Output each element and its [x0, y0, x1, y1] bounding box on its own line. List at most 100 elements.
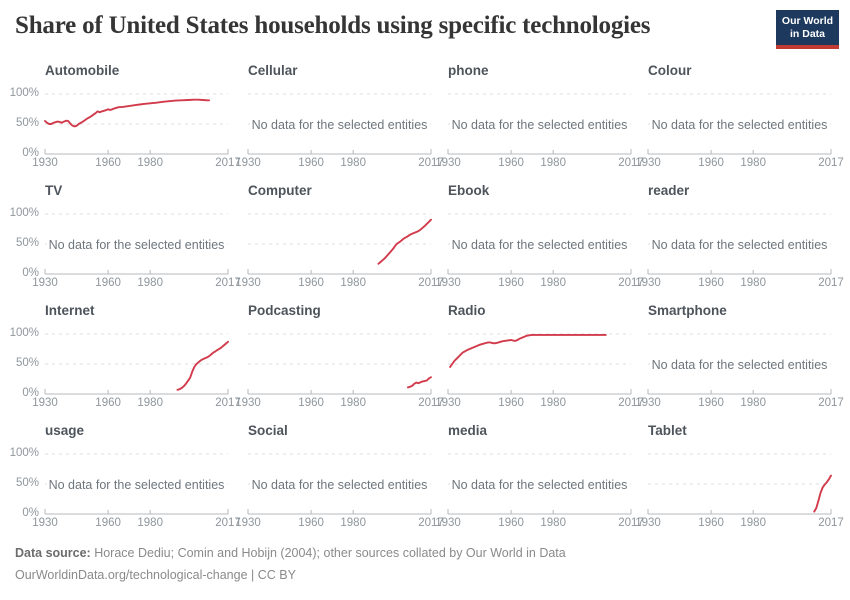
facet-title: Colour — [648, 63, 692, 78]
x-axis-tick-label: 2017 — [418, 277, 444, 289]
data-line-podcasting — [406, 376, 432, 389]
no-data-message: No data for the selected entities — [448, 476, 631, 494]
facet-panel: Cellular No data for the selected entitie… — [235, 60, 444, 175]
facet-title: Social — [248, 423, 288, 438]
x-axis-tick-label: 1930 — [235, 397, 261, 409]
facet-panel: Tablet 1930 1960 1980 2017 — [635, 420, 844, 535]
facet-panel: TV 100% 50% 0% No data for the selected enti… — [10, 180, 241, 295]
x-axis-tick-label: 1930 — [32, 157, 58, 169]
x-axis-tick-label: 2017 — [418, 517, 444, 529]
facet-plot — [44, 333, 229, 395]
facet-panel: reader No data for the selected entities 1… — [635, 180, 844, 295]
facet-panel: Automobile 100% 50% 0% 1930 1960 1980 2017 — [10, 60, 241, 175]
x-axis-tick-label: 1960 — [95, 517, 121, 529]
no-data-text: No data for the selected entities — [249, 478, 430, 492]
y-axis-tick-label: 100% — [9, 87, 39, 99]
facet-title: Internet — [45, 303, 95, 318]
facet-panel: media No data for the selected entities 19… — [435, 420, 644, 535]
x-axis-tick-label: 2017 — [818, 277, 844, 289]
facet-panel: phone No data for the selected entities 19… — [435, 60, 644, 175]
x-axis-tick-label: 1930 — [32, 517, 58, 529]
x-axis-tick-label: 1980 — [137, 397, 163, 409]
x-axis-tick-label: 1980 — [540, 277, 566, 289]
x-axis-tick-label: 1960 — [298, 157, 324, 169]
no-data-text: No data for the selected entities — [46, 238, 227, 252]
x-axis-tick-label: 2017 — [818, 157, 844, 169]
x-axis-tick-label: 2017 — [618, 277, 644, 289]
no-data-text: No data for the selected entities — [649, 118, 830, 132]
x-axis-tick-label: 1930 — [635, 397, 661, 409]
no-data-message: No data for the selected entities — [248, 116, 431, 134]
x-axis-tick-label: 1960 — [698, 277, 724, 289]
data-source-text: Horace Dediu; Comin and Hobijn (2004); o… — [90, 546, 566, 560]
chart-footer: Data source: Horace Dediu; Comin and Hob… — [15, 542, 566, 586]
facet-title: TV — [45, 183, 63, 198]
x-axis-tick-label: 2017 — [818, 517, 844, 529]
y-axis-tick-label: 50% — [15, 237, 39, 249]
no-data-message: No data for the selected entities — [248, 476, 431, 494]
x-axis-tick-label: 1980 — [540, 157, 566, 169]
x-axis-tick-label: 1930 — [635, 157, 661, 169]
x-axis-tick-label: 1960 — [298, 517, 324, 529]
facet-panel: Radio 1930 1960 1980 2017 — [435, 300, 644, 415]
facet-title: media — [448, 423, 488, 438]
x-axis-tick-label: 1960 — [498, 517, 524, 529]
x-axis-tick-label: 2017 — [215, 397, 241, 409]
no-data-text: No data for the selected entities — [46, 478, 227, 492]
owid-logo-line2: in Data — [789, 28, 825, 40]
x-axis-tick-label: 1930 — [435, 517, 461, 529]
owid-logo-line1: Our World — [781, 15, 834, 27]
x-axis-tick-label: 2017 — [618, 397, 644, 409]
data-line-radio — [449, 333, 607, 368]
no-data-message: No data for the selected entities — [648, 116, 831, 134]
y-axis-tick-label: 0% — [22, 387, 39, 399]
data-source-line: Data source: Horace Dediu; Comin and Hob… — [15, 542, 566, 564]
x-axis-tick-label: 1980 — [340, 517, 366, 529]
y-axis-tick-label: 100% — [9, 447, 39, 459]
no-data-text: No data for the selected entities — [649, 238, 830, 252]
no-data-text: No data for the selected entities — [449, 238, 630, 252]
no-data-message: No data for the selected entities — [648, 236, 831, 254]
facet-title: Computer — [248, 183, 312, 198]
facet-panel: Smartphone No data for the selected entit… — [635, 300, 844, 415]
facet-panel: Internet 100% 50% 0% 1930 1960 1980 2017 — [10, 300, 241, 415]
facet-plot — [44, 93, 229, 155]
x-axis-tick-label: 2017 — [618, 517, 644, 529]
x-axis-tick-label: 2017 — [215, 277, 241, 289]
x-axis-tick-label: 2017 — [818, 397, 844, 409]
facet-title: usage — [45, 423, 85, 438]
x-axis-tick-label: 1980 — [340, 277, 366, 289]
owid-logo[interactable]: Our World in Data — [776, 10, 839, 49]
x-axis-tick-label: 1960 — [698, 397, 724, 409]
y-axis-tick-label: 50% — [15, 117, 39, 129]
page-title: Share of United States households using … — [15, 12, 651, 39]
data-line-computer — [377, 218, 432, 265]
facet-title: Cellular — [248, 63, 298, 78]
no-data-message: No data for the selected entities — [448, 236, 631, 254]
x-axis-tick-label: 1980 — [540, 517, 566, 529]
chart-url-license[interactable]: OurWorldinData.org/technological-change … — [15, 568, 296, 582]
x-axis-tick-label: 1930 — [435, 277, 461, 289]
x-axis-tick-label: 1980 — [740, 157, 766, 169]
facet-title: Automobile — [45, 63, 120, 78]
x-axis-tick-label: 1930 — [32, 397, 58, 409]
x-axis-tick-label: 1960 — [498, 277, 524, 289]
facet-title: Podcasting — [248, 303, 321, 318]
y-axis-tick-label: 50% — [15, 477, 39, 489]
x-axis-tick-label: 1980 — [740, 517, 766, 529]
x-axis-tick-label: 1980 — [740, 397, 766, 409]
facet-plot — [247, 213, 432, 275]
facet-title: Smartphone — [648, 303, 727, 318]
x-axis-tick-label: 1930 — [435, 157, 461, 169]
x-axis-tick-label: 2017 — [215, 517, 241, 529]
x-axis-tick-label: 1960 — [95, 277, 121, 289]
facet-title: Ebook — [448, 183, 490, 198]
x-axis-tick-label: 1930 — [32, 277, 58, 289]
x-axis-tick-label: 1960 — [298, 397, 324, 409]
y-axis-tick-label: 100% — [9, 207, 39, 219]
facet-plot — [447, 333, 632, 395]
x-axis-tick-label: 1930 — [235, 517, 261, 529]
x-axis-tick-label: 1980 — [137, 157, 163, 169]
no-data-message: No data for the selected entities — [448, 116, 631, 134]
